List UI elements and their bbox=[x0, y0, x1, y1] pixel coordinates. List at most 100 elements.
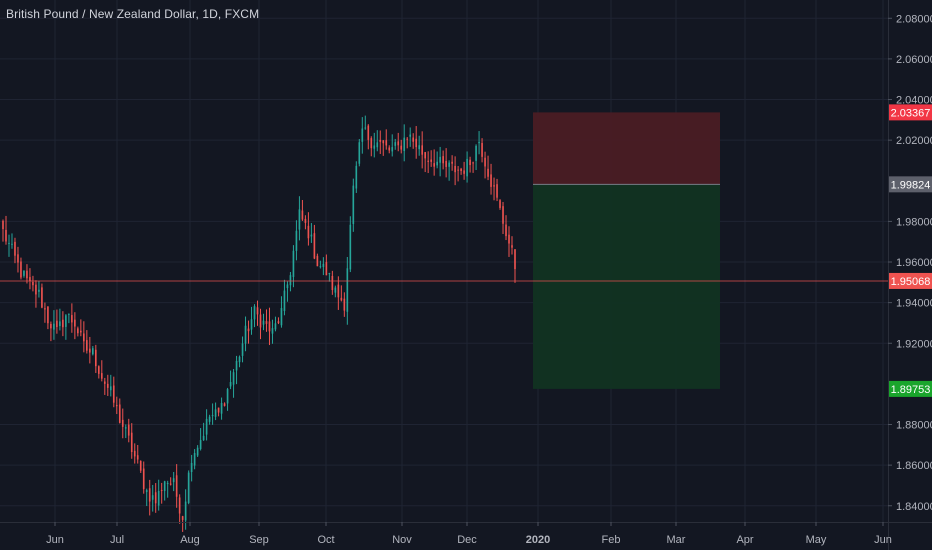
y-tick-label: 1.92000 bbox=[896, 338, 932, 350]
candle bbox=[62, 311, 64, 337]
candle-body bbox=[235, 360, 238, 371]
candle-body bbox=[304, 218, 307, 223]
candle bbox=[463, 161, 465, 180]
candle-body bbox=[403, 137, 406, 152]
x-tick-label: 2020 bbox=[526, 534, 550, 546]
y-tick-label: 2.04000 bbox=[896, 95, 932, 107]
candle bbox=[121, 408, 124, 439]
candle-body bbox=[127, 424, 130, 436]
candle bbox=[274, 316, 277, 332]
candle bbox=[68, 313, 70, 324]
candle bbox=[481, 138, 483, 163]
candle-body bbox=[139, 460, 142, 471]
candle-body bbox=[11, 243, 13, 245]
candle-body bbox=[154, 492, 157, 504]
position-zones[interactable] bbox=[533, 112, 720, 389]
candle bbox=[271, 319, 274, 344]
candle-body bbox=[430, 159, 432, 162]
candle bbox=[247, 320, 250, 344]
candle bbox=[370, 136, 373, 157]
candle bbox=[20, 257, 22, 280]
candle-body bbox=[172, 478, 175, 483]
candle bbox=[499, 199, 501, 210]
candle-body bbox=[439, 156, 441, 163]
y-tick-label: 1.96000 bbox=[896, 257, 932, 269]
y-tick-label: 2.02000 bbox=[896, 135, 932, 147]
candle bbox=[53, 310, 55, 340]
candle-body bbox=[115, 405, 118, 407]
candle-body bbox=[86, 340, 88, 351]
candle bbox=[334, 285, 337, 298]
candle-body bbox=[367, 125, 370, 140]
candle-body bbox=[292, 250, 295, 277]
candle-body bbox=[499, 200, 501, 208]
candle-body bbox=[121, 419, 124, 427]
candle bbox=[487, 155, 489, 181]
candle bbox=[385, 129, 388, 150]
candle-body bbox=[496, 184, 498, 198]
candle bbox=[130, 423, 133, 459]
candle bbox=[310, 223, 313, 243]
candle-body bbox=[433, 163, 435, 167]
candle bbox=[148, 479, 151, 516]
candle bbox=[313, 224, 316, 260]
candle-body bbox=[289, 275, 292, 286]
candle-body bbox=[298, 209, 301, 230]
candle bbox=[205, 409, 208, 441]
candle-body bbox=[256, 307, 259, 315]
take-profit-zone[interactable] bbox=[533, 184, 720, 389]
stop-price-badge bbox=[889, 104, 932, 121]
candle-body bbox=[472, 162, 474, 164]
candle bbox=[8, 234, 10, 257]
candle-body bbox=[214, 409, 217, 417]
candle-body bbox=[74, 319, 76, 327]
candle bbox=[340, 285, 343, 302]
candle-body bbox=[94, 349, 97, 367]
candle bbox=[400, 139, 403, 154]
candle bbox=[268, 307, 271, 346]
candle-body bbox=[229, 382, 232, 387]
candle-body bbox=[400, 145, 403, 150]
candle-body bbox=[262, 320, 265, 325]
candle bbox=[466, 151, 468, 183]
candle bbox=[280, 296, 283, 328]
candle-body bbox=[295, 230, 298, 251]
candle bbox=[127, 418, 130, 443]
candle-body bbox=[77, 328, 79, 334]
candle bbox=[244, 316, 247, 352]
candle bbox=[511, 236, 513, 255]
candle-body bbox=[184, 501, 187, 521]
candle-body bbox=[409, 134, 412, 137]
candle-body bbox=[68, 313, 70, 315]
candle bbox=[415, 126, 418, 159]
candle bbox=[250, 306, 253, 335]
candle bbox=[145, 488, 148, 507]
candle-body bbox=[190, 463, 193, 473]
candle bbox=[373, 132, 376, 158]
grid bbox=[0, 0, 888, 522]
candle-body bbox=[268, 321, 271, 332]
candle-body bbox=[253, 306, 256, 320]
candle bbox=[394, 138, 397, 150]
candle-body bbox=[247, 328, 250, 332]
candle-body bbox=[100, 373, 103, 379]
candle-body bbox=[202, 435, 205, 441]
stop-loss-zone[interactable] bbox=[533, 112, 720, 185]
candle-body bbox=[445, 160, 447, 167]
candle-body bbox=[205, 418, 208, 435]
candle bbox=[238, 355, 241, 368]
candle-body bbox=[442, 156, 444, 164]
candle bbox=[505, 215, 507, 241]
candle bbox=[442, 150, 444, 170]
candle bbox=[391, 134, 394, 157]
x-tick-label: Dec bbox=[457, 534, 477, 546]
candle-body bbox=[502, 206, 504, 224]
candle bbox=[97, 365, 100, 379]
candle-body bbox=[487, 168, 489, 177]
candle bbox=[472, 161, 474, 173]
candle bbox=[118, 398, 121, 424]
candle bbox=[262, 313, 265, 331]
candle-body bbox=[47, 306, 49, 324]
